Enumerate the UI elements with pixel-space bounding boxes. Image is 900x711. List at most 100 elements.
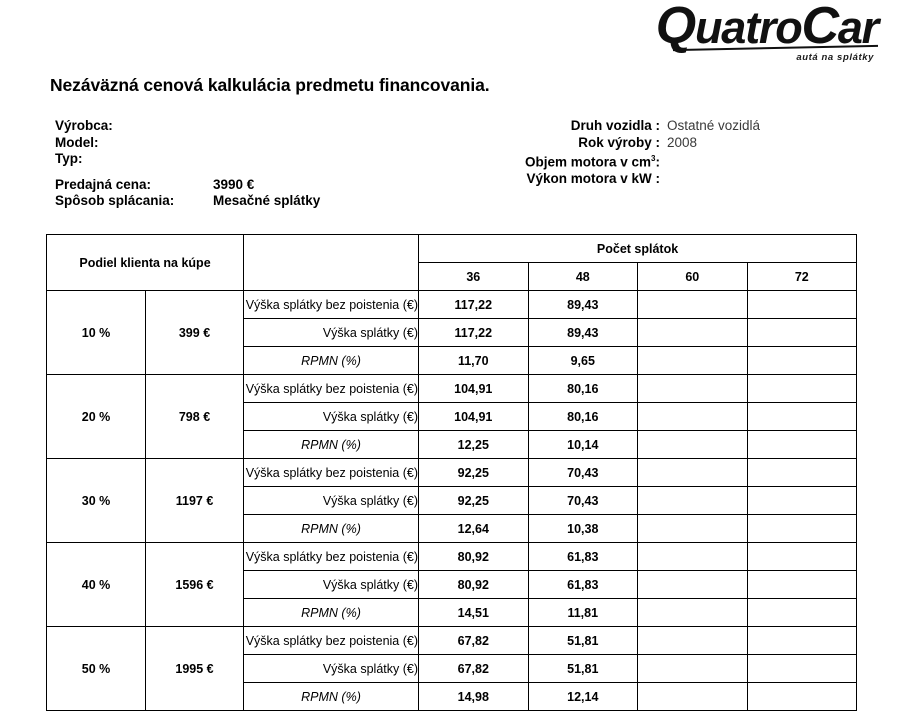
cell-value-term-48: 80,16 — [527, 374, 639, 403]
cell-value-term-60 — [637, 570, 748, 599]
table-row: 20 % 798 € Výška splátky bez poistenia (€)… — [46, 374, 858, 459]
cell-value-term-72 — [746, 626, 858, 655]
type-label: Typ: — [55, 151, 83, 166]
table-row: Výška splátky (€) 117,22 89,43 — [47, 318, 858, 347]
table-header: Podiel klienta na kúpe Počet splátok 36 … — [45, 234, 858, 291]
engine-volume-label: Objem motora v cm3: — [455, 151, 664, 171]
cell-value-term-48: 89,43 — [527, 318, 639, 347]
cell-value-term-60 — [637, 654, 748, 683]
cell-row-label-without-insurance: Výška splátky bez poistenia (€) — [243, 626, 420, 655]
cell-value-term-72 — [746, 430, 858, 459]
page-title: Nezáväzná cenová kalkulácia predmetu fin… — [50, 75, 490, 95]
field-repayment-method: Spôsob splácania: Mesačné splátky — [55, 193, 320, 210]
cell-share-amount: 798 € — [144, 374, 245, 459]
installment-calculation-table: Podiel klienta na kúpe Počet splátok 36 … — [45, 234, 858, 711]
header-term-60: 60 — [637, 262, 748, 291]
field-vehicle-kind: Druh vozidla : Ostatné vozidlá — [455, 118, 855, 135]
cell-row-label-installment: Výška splátky (€) — [243, 570, 420, 599]
cell-value-term-48: 61,83 — [527, 570, 639, 599]
cell-value-term-72 — [746, 318, 858, 347]
cell-value-term-60 — [637, 682, 748, 711]
cell-value-term-72 — [746, 682, 858, 711]
cell-value-term-60 — [637, 290, 748, 319]
logo-letter-c: C — [801, 0, 840, 55]
cell-value-term-72 — [746, 290, 858, 319]
cell-value-term-60 — [637, 486, 748, 515]
cell-value-term-48: 80,16 — [527, 402, 639, 431]
cell-row-label-rpmn: RPMN (%) — [243, 598, 420, 627]
table-row: 40 % 1596 € Výška splátky bez poistenia (€… — [46, 542, 858, 627]
table-row: 30 % 1197 € Výška splátky bez poistenia (€… — [46, 458, 858, 543]
engine-power-label: Výkon motora v kW : — [526, 171, 660, 186]
cell-share-percent: 50 % — [46, 626, 146, 711]
cell-value-term-72 — [746, 402, 858, 431]
header-blank-label-col — [243, 234, 420, 291]
cell-value-term-60 — [637, 626, 748, 655]
vehicle-info-left: Výrobca: Model: Typ: Predajná cena: 3990 … — [55, 118, 320, 210]
field-type: Typ: — [55, 151, 320, 168]
cell-value-term-48: 89,43 — [527, 290, 639, 319]
vehicle-kind-label: Druh vozidla : — [570, 118, 660, 133]
sale-price-label: Predajná cena: — [55, 176, 152, 192]
cell-value-term-60 — [637, 514, 748, 543]
table-row: RPMN (%) 14,51 11,81 — [47, 598, 858, 627]
cell-row-label-without-insurance: Výška splátky bez poistenia (€) — [243, 458, 420, 487]
cell-value-term-60 — [637, 318, 748, 347]
cell-value-term-36: 117,22 — [418, 290, 529, 319]
cell-value-term-48: 61,83 — [527, 542, 639, 571]
cell-row-label-rpmn: RPMN (%) — [243, 514, 420, 543]
cell-value-term-36: 117,22 — [418, 318, 529, 347]
sale-price-value: 3990 € — [213, 176, 255, 192]
field-engine-volume: Objem motora v cm3: — [455, 151, 855, 171]
repayment-method-label: Spôsob splácania: — [55, 193, 175, 208]
cell-share-percent: 20 % — [46, 374, 146, 459]
table-row: Výška splátky (€) 67,82 51,81 — [47, 654, 858, 683]
table-row: 10 % 399 € Výška splátky bez poistenia (€)… — [46, 290, 858, 375]
cell-value-term-36: 12,64 — [418, 514, 529, 543]
model-label: Model: — [55, 134, 99, 150]
cell-value-term-48: 70,43 — [527, 486, 639, 515]
cell-value-term-48: 70,43 — [527, 458, 639, 487]
cell-row-label-without-insurance: Výška splátky bez poistenia (€) — [243, 290, 420, 319]
header-client-share: Podiel klienta na kúpe — [45, 234, 245, 291]
cell-share-amount: 1995 € — [144, 626, 245, 711]
cell-value-term-48: 11,81 — [527, 598, 639, 627]
repayment-method-value: Mesačné splátky — [213, 193, 321, 208]
cell-value-term-60 — [637, 458, 748, 487]
cell-share-amount: 399 € — [144, 290, 245, 375]
company-logo: QuatroCar autá na splátky — [608, 0, 879, 63]
cell-share-amount: 1596 € — [144, 542, 245, 627]
cell-value-term-36: 80,92 — [418, 570, 529, 599]
cell-row-label-installment: Výška splátky (€) — [243, 402, 420, 431]
cell-value-term-36: 67,82 — [418, 654, 529, 683]
header-term-36: 36 — [418, 262, 529, 291]
cell-value-term-72 — [746, 346, 858, 375]
cell-value-term-36: 14,51 — [418, 598, 529, 627]
engine-volume-superscript: 3 — [651, 154, 656, 163]
field-year-of-manufacture: Rok výroby : 2008 — [455, 135, 855, 152]
logo-tagline: autá na splátky — [796, 52, 874, 63]
cell-row-label-without-insurance: Výška splátky bez poistenia (€) — [243, 374, 420, 403]
cell-value-term-72 — [746, 374, 858, 403]
cell-value-term-60 — [637, 346, 748, 375]
cell-value-term-48: 51,81 — [527, 626, 639, 655]
cell-value-term-36: 12,25 — [418, 430, 529, 459]
table-row: Výška splátky (€) 92,25 70,43 — [47, 486, 858, 515]
cell-row-label-rpmn: RPMN (%) — [243, 682, 420, 711]
cell-share-percent: 30 % — [46, 458, 146, 543]
cell-value-term-60 — [637, 542, 748, 571]
cell-row-label-installment: Výška splátky (€) — [243, 486, 420, 515]
table-row: RPMN (%) 12,25 10,14 — [47, 430, 858, 459]
year-value: 2008 — [667, 134, 698, 150]
engine-volume-colon: : — [655, 154, 661, 170]
cell-value-term-72 — [746, 570, 858, 599]
cell-value-term-36: 80,92 — [418, 542, 529, 571]
cell-row-label-without-insurance: Výška splátky bez poistenia (€) — [243, 542, 420, 571]
cell-value-term-36: 104,91 — [418, 374, 529, 403]
cell-value-term-36: 104,91 — [418, 402, 529, 431]
cell-value-term-36: 14,98 — [418, 682, 529, 711]
table-header-row-top: Podiel klienta na kúpe Počet splátok — [45, 234, 858, 291]
field-model: Model: — [55, 135, 320, 152]
cell-row-label-installment: Výška splátky (€) — [243, 318, 420, 347]
header-term-72: 72 — [746, 262, 858, 291]
